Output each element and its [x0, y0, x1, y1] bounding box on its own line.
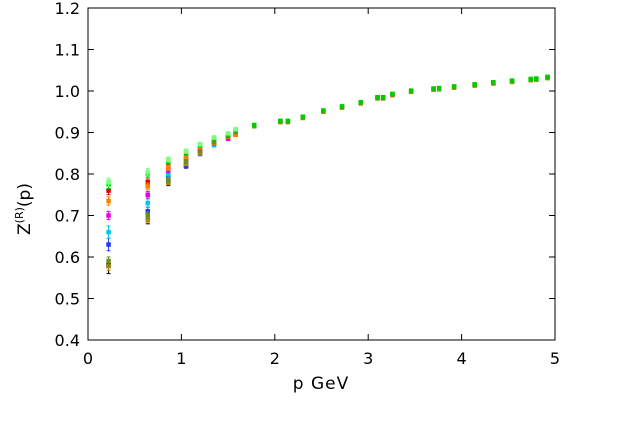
- y-tick-label: 0.8: [55, 165, 80, 184]
- data-point: [145, 213, 151, 218]
- data-point: [183, 159, 189, 164]
- data-point: [106, 258, 111, 264]
- x-tick-label: 2: [270, 349, 280, 368]
- data-point: [106, 198, 111, 204]
- data-point: [145, 200, 151, 206]
- data-point: [145, 169, 151, 175]
- series-4: [106, 132, 238, 196]
- x-tick-label: 5: [550, 349, 560, 368]
- data-point: [106, 213, 111, 218]
- data-point: [233, 126, 238, 132]
- data-point: [183, 155, 189, 160]
- series-8: [106, 74, 550, 190]
- data-point: [166, 177, 171, 183]
- data-point: [106, 242, 111, 247]
- data-point: [166, 165, 171, 171]
- data-point: [106, 180, 111, 185]
- x-tick-label: 3: [363, 349, 373, 368]
- x-tick-label: 1: [176, 349, 186, 368]
- data-point: [431, 86, 436, 91]
- data-point: [252, 122, 257, 128]
- data-point: [106, 229, 111, 235]
- data-point: [534, 76, 539, 81]
- y-tick-label: 1.0: [55, 82, 80, 101]
- y-tick-label: 0.6: [55, 248, 80, 267]
- y-tick-label: 1.2: [55, 0, 80, 18]
- y-axis-label: Z(R)(p): [13, 183, 35, 235]
- x-tick-label: 0: [83, 349, 93, 368]
- data-point: [106, 188, 111, 193]
- series-5: [106, 132, 238, 206]
- data-point: [197, 141, 203, 147]
- data-point: [300, 114, 306, 119]
- data-point: [166, 157, 171, 162]
- data-point: [358, 99, 363, 105]
- x-tick-label: 4: [457, 349, 467, 368]
- data-point: [436, 85, 442, 91]
- data-point: [145, 184, 151, 189]
- data-point: [197, 148, 203, 154]
- data-point: [211, 135, 217, 140]
- data-point: [225, 131, 231, 136]
- tick-labels: 0 1 2 3 4 5 0.4 0.5 0.6 0.7 0.8 0.9 1.0 1.1 1.2: [55, 0, 561, 368]
- data-point: [380, 94, 386, 100]
- data-point: [183, 148, 189, 154]
- series-7: [106, 75, 550, 266]
- y-axis-label-sup: (R): [13, 207, 26, 223]
- data-point: [278, 118, 283, 124]
- data-point: [451, 84, 457, 89]
- data-points: [106, 74, 550, 275]
- plot-frame: [87, 7, 556, 341]
- data-point: [145, 192, 151, 197]
- y-tick-label: 0.4: [55, 331, 80, 350]
- y-tick-label: 0.9: [55, 124, 80, 143]
- data-point: [339, 104, 345, 109]
- data-point: [408, 88, 414, 93]
- data-point: [390, 91, 395, 97]
- series-6: [106, 75, 550, 271]
- data-point: [321, 108, 326, 113]
- data-point: [509, 78, 515, 83]
- y-tick-label: 1.1: [55, 41, 80, 60]
- x-axis-label: p GeV: [293, 374, 349, 394]
- data-point: [375, 94, 380, 100]
- data-point: [285, 118, 291, 124]
- series-2: [106, 142, 217, 239]
- y-tick-label: 0.7: [55, 207, 80, 226]
- axis-ticks: [87, 7, 556, 341]
- y-axis-label-tail: (p): [15, 183, 35, 207]
- data-point: [528, 76, 533, 82]
- series-9: [106, 126, 238, 187]
- y-tick-label: 0.5: [55, 290, 80, 309]
- y-axis-label-base: Z: [15, 223, 35, 235]
- data-point: [491, 80, 496, 85]
- data-point: [545, 74, 550, 80]
- data-point: [472, 82, 477, 87]
